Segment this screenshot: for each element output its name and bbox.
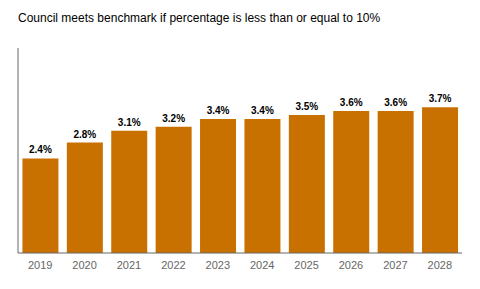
svg-text:2.4%: 2.4% — [29, 144, 52, 155]
svg-text:2028: 2028 — [428, 259, 452, 271]
html-text:Council meets benchmark if per: Council meets benchmark if percentage is… — [18, 11, 381, 25]
svg-text:3.7%: 3.7% — [429, 93, 452, 104]
svg-text:3.4%: 3.4% — [251, 105, 274, 116]
svg-text:3.2%: 3.2% — [162, 113, 185, 124]
svg-text:3.5%: 3.5% — [295, 101, 318, 112]
svg-text:2020: 2020 — [72, 259, 96, 271]
svg-text:2026: 2026 — [339, 259, 363, 271]
svg-text:3.4%: 3.4% — [207, 105, 230, 116]
svg-text:2027: 2027 — [383, 259, 407, 271]
svg-text:2023: 2023 — [206, 259, 230, 271]
svg-text:3.6%: 3.6% — [384, 97, 407, 108]
svg-text:2019: 2019 — [28, 259, 52, 271]
svg-text:2022: 2022 — [161, 259, 185, 271]
svg-text:2025: 2025 — [294, 259, 318, 271]
svg-text:3.1%: 3.1% — [118, 117, 141, 128]
svg-text:2021: 2021 — [117, 259, 141, 271]
svg-text:2.8%: 2.8% — [73, 129, 96, 140]
svg-text:3.6%: 3.6% — [340, 97, 363, 108]
svg-text:2024: 2024 — [250, 259, 274, 271]
